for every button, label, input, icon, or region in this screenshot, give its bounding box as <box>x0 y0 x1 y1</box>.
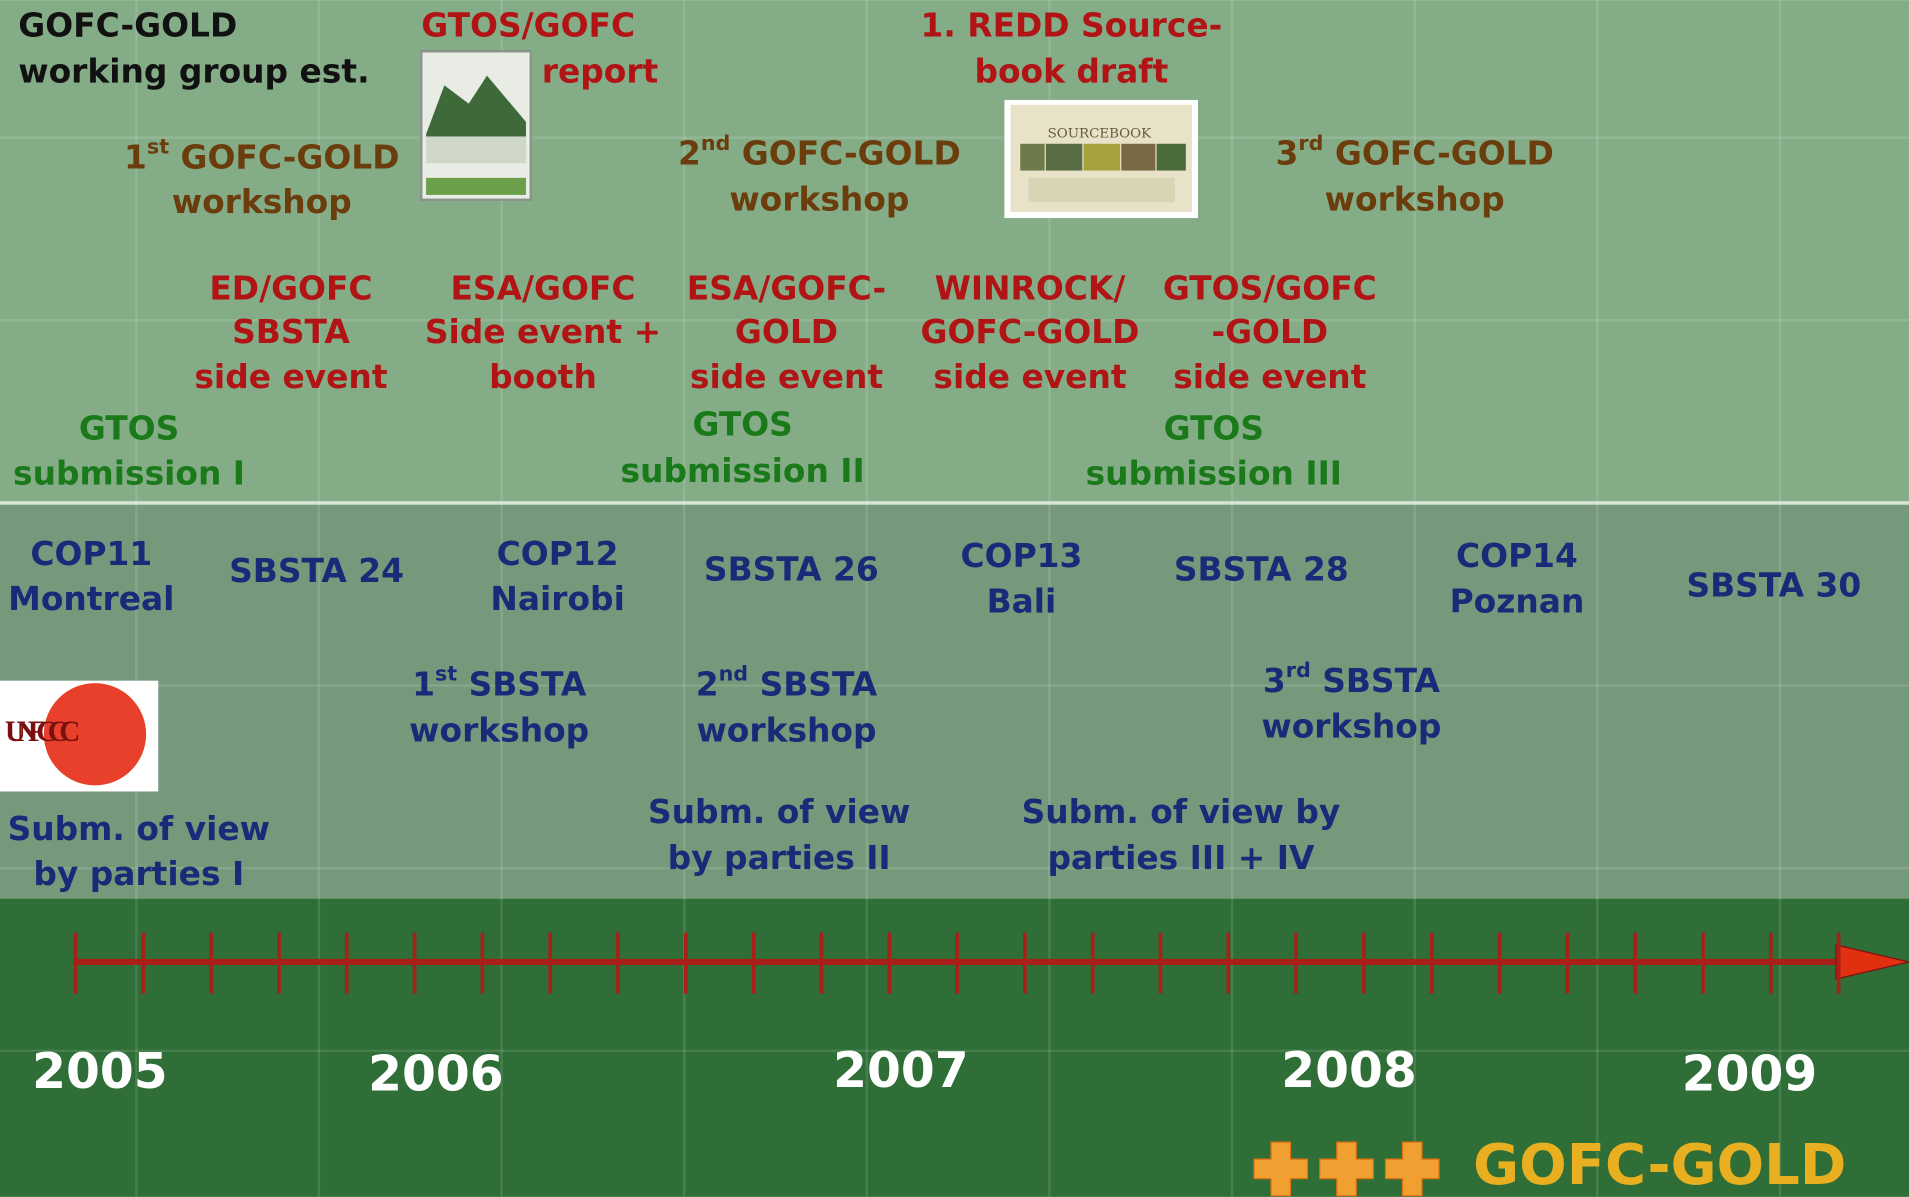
label-line: Montreal <box>8 579 174 618</box>
label-line: submission II <box>621 451 865 490</box>
sourcebook-cover: SOURCEBOOK <box>1004 99 1198 219</box>
label-line: GOLD <box>735 312 838 351</box>
ordinal-suffix: nd <box>701 131 731 155</box>
label-line: 2nd GOFC-GOLD <box>678 131 961 172</box>
report-cover <box>420 50 533 201</box>
label-rest: GOFC-GOLD <box>169 137 399 176</box>
label-line: COP11 <box>30 534 152 573</box>
logo-cross <box>1319 1141 1374 1197</box>
ordinal-suffix: rd <box>1286 658 1311 682</box>
label-line: report <box>542 52 659 91</box>
label-line: workshop <box>1261 707 1441 746</box>
label-line: Nairobi <box>490 579 625 618</box>
label-line: by parties I <box>33 854 244 893</box>
label-line: Bali <box>987 581 1057 620</box>
label-line: COP13 <box>961 536 1083 575</box>
ordinal-number: 2 <box>678 133 701 172</box>
label-line: 3rd SBSTA <box>1263 658 1441 699</box>
year-label: 2005 <box>32 1044 168 1100</box>
label-rest: GOFC-GOLD <box>730 133 960 172</box>
year-label: 2008 <box>1281 1043 1417 1099</box>
label-line: SBSTA 24 <box>229 551 404 590</box>
label-line: 1st SBSTA <box>412 662 587 703</box>
label-line: workshop <box>729 179 909 218</box>
label-line: Subm. of view by <box>1022 792 1341 831</box>
label-line: working group est. <box>18 52 369 91</box>
label-line: -GOLD <box>1211 312 1328 351</box>
label-line: GTOS <box>692 405 792 444</box>
year-label: 2009 <box>1682 1047 1818 1103</box>
ordinal-number: 1 <box>124 137 147 176</box>
unfccc-logo: UNFCCC <box>0 680 159 792</box>
label-line: GTOS <box>79 408 179 447</box>
bottom-band <box>0 898 1909 1197</box>
label-line: SBSTA 26 <box>704 550 879 589</box>
ordinal-suffix: st <box>435 662 457 686</box>
logo-cross <box>1384 1141 1440 1197</box>
top-band <box>0 0 1909 503</box>
labels: GOFC-GOLD working group est. GTOS/GOFC repo… <box>8 5 1862 1102</box>
logo-cross <box>1253 1141 1309 1197</box>
label-rest: SBSTA <box>457 664 587 703</box>
label-line: GOFC-GOLD <box>18 5 237 44</box>
label-line: booth <box>489 357 597 396</box>
unfccc-logo-text: UNFCCC <box>5 716 80 748</box>
label-rest: GOFC-GOLD <box>1323 133 1553 172</box>
timeline-axis <box>73 932 1909 994</box>
label-line: Poznan <box>1450 581 1585 620</box>
label-line: GTOS/GOFC <box>421 5 635 44</box>
label-line: submission III <box>1086 453 1342 492</box>
label-line: workshop <box>696 710 876 749</box>
label-line: side event <box>1173 357 1366 396</box>
ordinal-suffix: nd <box>719 662 749 686</box>
ordinal-suffix: st <box>147 134 169 158</box>
label-line: parties III + IV <box>1047 838 1314 877</box>
label-line: Side event + <box>425 312 661 351</box>
label-line: GOFC-GOLD <box>920 312 1139 351</box>
label-line: ESA/GOFC- <box>687 268 886 307</box>
ordinal-number: 1 <box>412 664 435 703</box>
label-line: Subm. of view <box>648 792 910 831</box>
label-line: book draft <box>974 52 1168 91</box>
label-line: 1st GOFC-GOLD <box>124 134 399 175</box>
label-line: side event <box>194 357 387 396</box>
label-line: SBSTA 30 <box>1686 565 1861 604</box>
label-line: ESA/GOFC <box>450 268 635 307</box>
label-line: side event <box>933 357 1126 396</box>
label-line: 2nd SBSTA <box>696 662 878 703</box>
year-label: 2006 <box>368 1047 504 1103</box>
label-line: submission I <box>13 453 245 492</box>
ordinal-suffix: rd <box>1298 131 1323 155</box>
label-line: COP12 <box>497 534 619 573</box>
label-line: 3rd GOFC-GOLD <box>1276 131 1554 172</box>
label-line: COP14 <box>1456 536 1578 575</box>
label-line: SBSTA <box>232 312 350 351</box>
middle-band <box>0 502 1909 899</box>
label-line: workshop <box>172 182 352 221</box>
label-line: side event <box>690 357 883 396</box>
label-line: workshop <box>409 710 589 749</box>
gofc-gold-logo: GOFC-GOLD <box>1253 1133 1846 1197</box>
logo-text: GOFC-GOLD <box>1473 1133 1846 1197</box>
label-rest: SBSTA <box>748 664 878 703</box>
sourcebook-title: SOURCEBOOK <box>1048 127 1152 142</box>
label-line: WINROCK/ <box>935 268 1126 307</box>
label-line: Subm. of view <box>8 809 270 848</box>
ordinal-number: 3 <box>1263 660 1286 699</box>
label-line: 1. REDD Source- <box>920 5 1222 44</box>
label-line: GTOS <box>1164 408 1264 447</box>
ordinal-number: 3 <box>1276 133 1299 172</box>
label-line: SBSTA 28 <box>1174 550 1349 589</box>
label-rest: SBSTA <box>1311 660 1441 699</box>
label-line: workshop <box>1325 179 1505 218</box>
label-line: by parties II <box>668 838 891 877</box>
label-line: GTOS/GOFC <box>1163 268 1377 307</box>
ordinal-number: 2 <box>696 664 719 703</box>
label-line: ED/GOFC <box>209 268 372 307</box>
year-label: 2007 <box>833 1043 969 1099</box>
